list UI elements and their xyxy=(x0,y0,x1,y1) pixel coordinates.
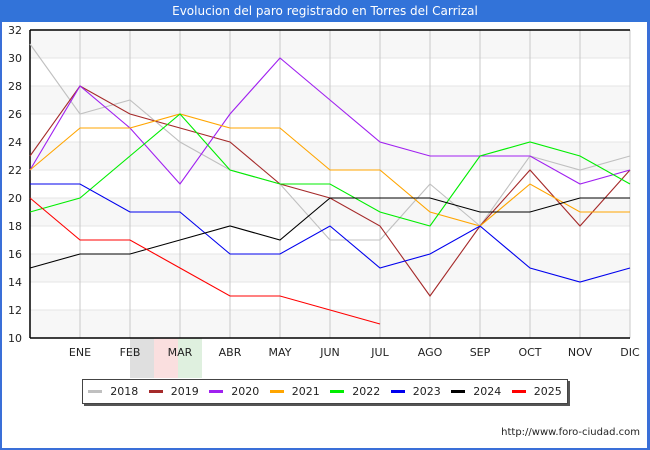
legend-item-2024: 2024 xyxy=(451,385,501,398)
series-line-2023 xyxy=(30,183,631,283)
x-tick-label: ABR xyxy=(219,346,242,359)
legend-label: 2023 xyxy=(412,385,441,398)
y-tick-label: 16 xyxy=(8,248,22,261)
y-tick-label: 28 xyxy=(8,80,22,93)
x-tick-label: MAR xyxy=(168,346,193,359)
legend-item-2022: 2022 xyxy=(330,385,380,398)
legend-swatch-icon xyxy=(269,390,284,393)
legend-item-2018: 2018 xyxy=(88,385,138,398)
y-tick-label: 14 xyxy=(8,276,22,289)
legend-label: 2022 xyxy=(352,385,381,398)
legend-item-2025: 2025 xyxy=(511,385,562,398)
legend-swatch-icon xyxy=(451,390,466,393)
x-tick-label: SEP xyxy=(470,346,491,359)
series-line-2021 xyxy=(29,113,630,227)
legend-swatch-icon xyxy=(88,390,103,393)
legend-item-2019: 2019 xyxy=(148,385,199,398)
legend-swatch-icon xyxy=(209,390,224,393)
y-tick-label: 18 xyxy=(8,220,22,233)
y-tick-label: 10 xyxy=(8,332,22,345)
series-line-2025 xyxy=(29,197,381,325)
flag-watermark xyxy=(130,338,202,378)
x-tick-label: FEB xyxy=(120,346,141,359)
x-tick-label: DIC xyxy=(620,346,640,359)
legend-label: 2024 xyxy=(473,385,502,398)
x-tick-label: AGO xyxy=(418,346,443,359)
x-tick-label: NOV xyxy=(568,346,593,359)
legend-item-2023: 2023 xyxy=(390,385,441,398)
x-tick-label: ENE xyxy=(69,346,91,359)
series-line-2022 xyxy=(29,113,631,227)
legend-label: 2019 xyxy=(170,385,199,398)
x-tick-label: JUN xyxy=(319,346,340,359)
legend-swatch-icon xyxy=(511,390,526,393)
chart-title: Evolucion del paro registrado en Torres … xyxy=(0,0,650,22)
x-tick-label: MAY xyxy=(269,346,292,359)
y-tick-label: 30 xyxy=(8,52,22,65)
legend-label: 2021 xyxy=(291,385,320,398)
series-line-2024 xyxy=(29,197,630,269)
legend-swatch-icon xyxy=(148,390,163,393)
legend-swatch-icon xyxy=(390,390,405,393)
source-url: http://www.foro-ciudad.com xyxy=(501,427,640,438)
legend-item-2020: 2020 xyxy=(209,385,259,398)
chart-legend: 2018 2019 2020 2021 2022 2023 2024 2025 xyxy=(82,379,568,404)
y-tick-label: 22 xyxy=(8,164,22,177)
legend-item-2021: 2021 xyxy=(269,385,320,398)
x-tick-label: OCT xyxy=(518,346,541,359)
legend-label: 2025 xyxy=(533,385,562,398)
legend-label: 2020 xyxy=(231,385,260,398)
y-tick-label: 26 xyxy=(8,108,22,121)
y-tick-label: 32 xyxy=(8,24,22,37)
y-tick-label: 24 xyxy=(8,136,22,149)
y-tick-label: 20 xyxy=(8,192,22,205)
x-tick-label: JUL xyxy=(370,346,389,359)
y-tick-label: 12 xyxy=(8,304,22,317)
legend-label: 2018 xyxy=(110,385,139,398)
legend-swatch-icon xyxy=(330,390,345,393)
